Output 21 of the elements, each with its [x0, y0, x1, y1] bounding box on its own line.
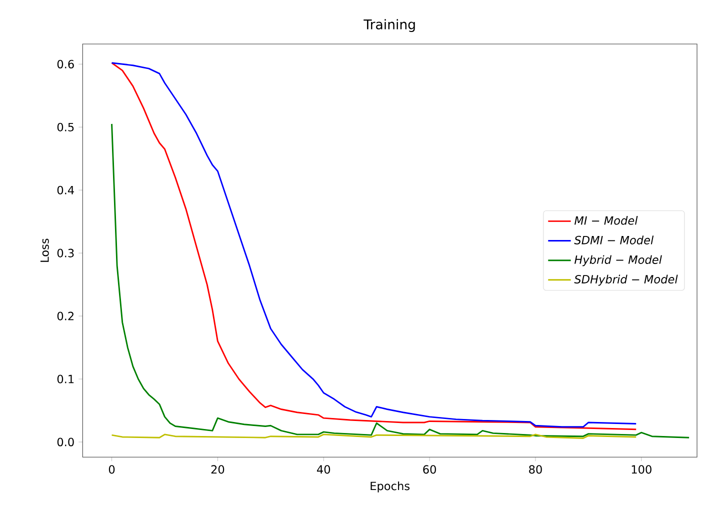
y-tick-label: 0.5	[57, 122, 74, 132]
x-tick-label: 20	[211, 465, 224, 474]
y-tick-label: 0.1	[57, 374, 74, 384]
legend-label: SDHybrid − Model	[574, 274, 678, 286]
x-tick-label: 100	[632, 465, 652, 474]
y-axis-title: Loss	[40, 238, 49, 262]
x-tick-label: 60	[423, 465, 436, 474]
line-series	[111, 123, 690, 438]
legend-label: SDMI − Model	[574, 236, 654, 244]
y-tick-label: 0.4	[57, 186, 74, 194]
x-tick-label: 40	[316, 465, 330, 474]
y-tick-label: 0.2	[57, 312, 74, 320]
legend-label: Hybrid − Model	[574, 255, 662, 266]
chart-title: Training	[364, 19, 415, 32]
y-tick-label: 0.6	[57, 60, 74, 68]
x-tick-label: 80	[529, 465, 542, 474]
y-tick-label: 0.3	[57, 248, 74, 258]
legend-label: MI − Model	[574, 216, 638, 225]
y-tick-label: 0.0	[57, 438, 74, 446]
x-tick-label: 0	[108, 465, 115, 474]
x-axis-title: Epochs	[370, 481, 410, 492]
